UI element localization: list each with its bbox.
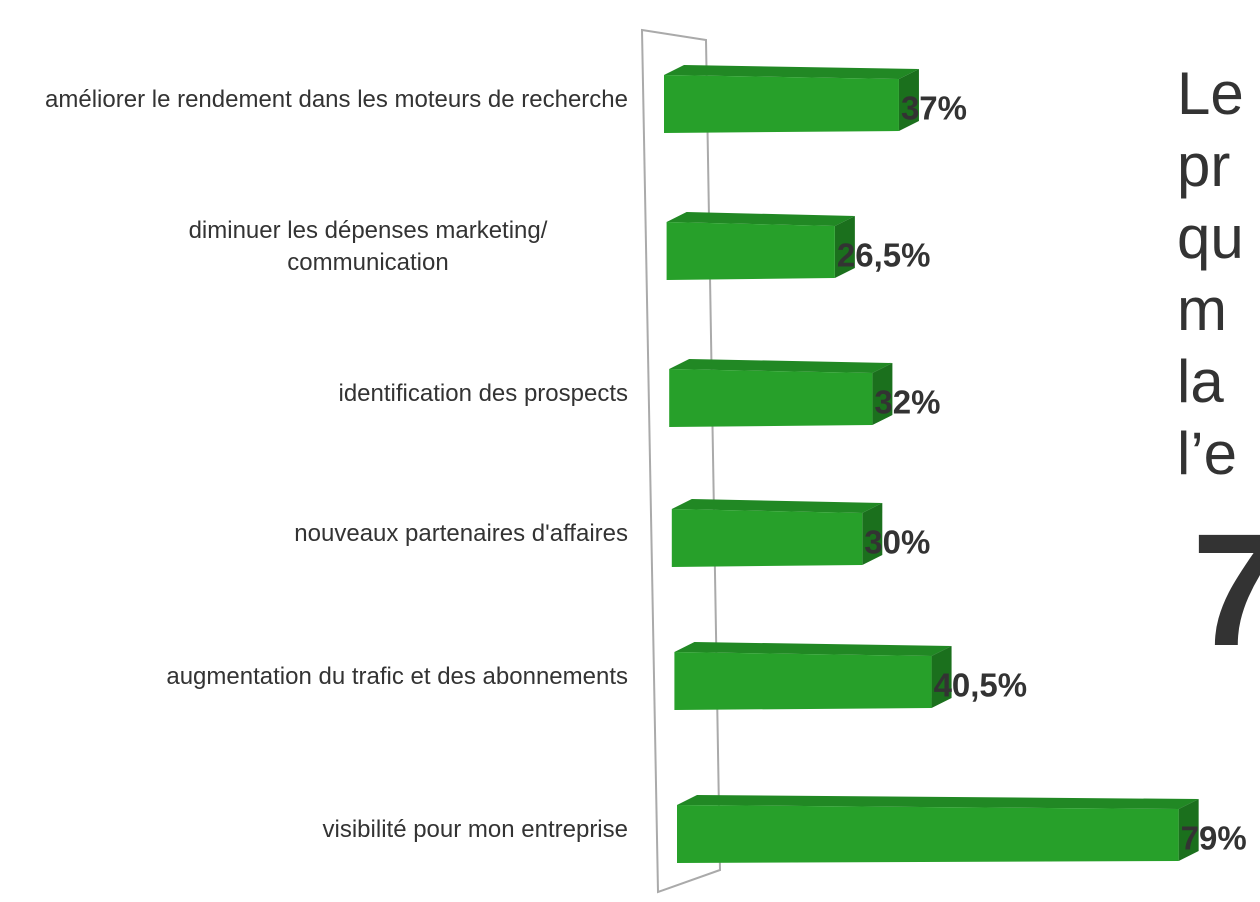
side-text: qu — [1177, 204, 1244, 271]
bar-front — [674, 652, 932, 710]
bar-side — [862, 503, 883, 565]
bar — [674, 642, 952, 710]
bar-top — [674, 642, 952, 656]
side-big-number: 7 — [1192, 500, 1260, 679]
category-label-box: nouveaux partenaires d'affaires — [294, 518, 628, 550]
bar-top — [664, 65, 919, 79]
bar-side — [931, 646, 952, 708]
category-label: visibilité pour mon entreprise — [322, 816, 628, 843]
bar-top — [671, 499, 883, 513]
bar — [677, 795, 1199, 863]
side-text: l’e — [1177, 420, 1238, 487]
value-label: 40,5% — [934, 667, 1028, 704]
bar-side — [898, 69, 919, 131]
category-label: nouveaux partenaires d'affaires — [294, 520, 628, 547]
bar-top — [669, 359, 893, 373]
value-label: 32% — [874, 384, 940, 421]
value-label: 37% — [901, 90, 967, 127]
side-text: m — [1177, 276, 1227, 343]
side-text: Le — [1177, 60, 1244, 127]
bar — [666, 212, 855, 280]
bar-side — [1178, 799, 1199, 861]
side-text: la — [1177, 348, 1224, 415]
category-label-box: augmentation du trafic et des abonnement… — [166, 661, 628, 693]
category-label: identification des prospects — [338, 380, 629, 407]
bar-side — [872, 363, 893, 425]
value-label: 26,5% — [837, 237, 931, 274]
side-text: pr — [1177, 132, 1231, 199]
category-label-box: améliorer le rendement dans les moteurs … — [45, 84, 628, 116]
category-label-box: identification des prospects — [339, 378, 629, 410]
back-wall — [640, 28, 722, 894]
bar-front — [671, 509, 863, 567]
bar — [671, 499, 883, 567]
value-label: 30% — [864, 524, 930, 561]
bar-top — [666, 212, 855, 226]
bar-front — [669, 369, 873, 427]
category-label-box: visibilité pour mon entreprise — [323, 814, 628, 846]
category-label: diminuer les dépenses marketing/ communi… — [188, 217, 548, 276]
category-label: améliorer le rendement dans les moteurs … — [45, 86, 628, 113]
bar-top — [677, 795, 1199, 809]
category-label-box: diminuer les dépenses marketing/ communi… — [108, 215, 628, 279]
bar-front — [677, 805, 1179, 863]
value-label: 79% — [1181, 820, 1247, 857]
bar — [664, 65, 919, 133]
bar-front — [666, 222, 835, 280]
bar-side — [834, 216, 855, 278]
bar — [669, 359, 893, 427]
bar-front — [664, 75, 899, 133]
category-label: augmentation du trafic et des abonnement… — [166, 663, 628, 690]
